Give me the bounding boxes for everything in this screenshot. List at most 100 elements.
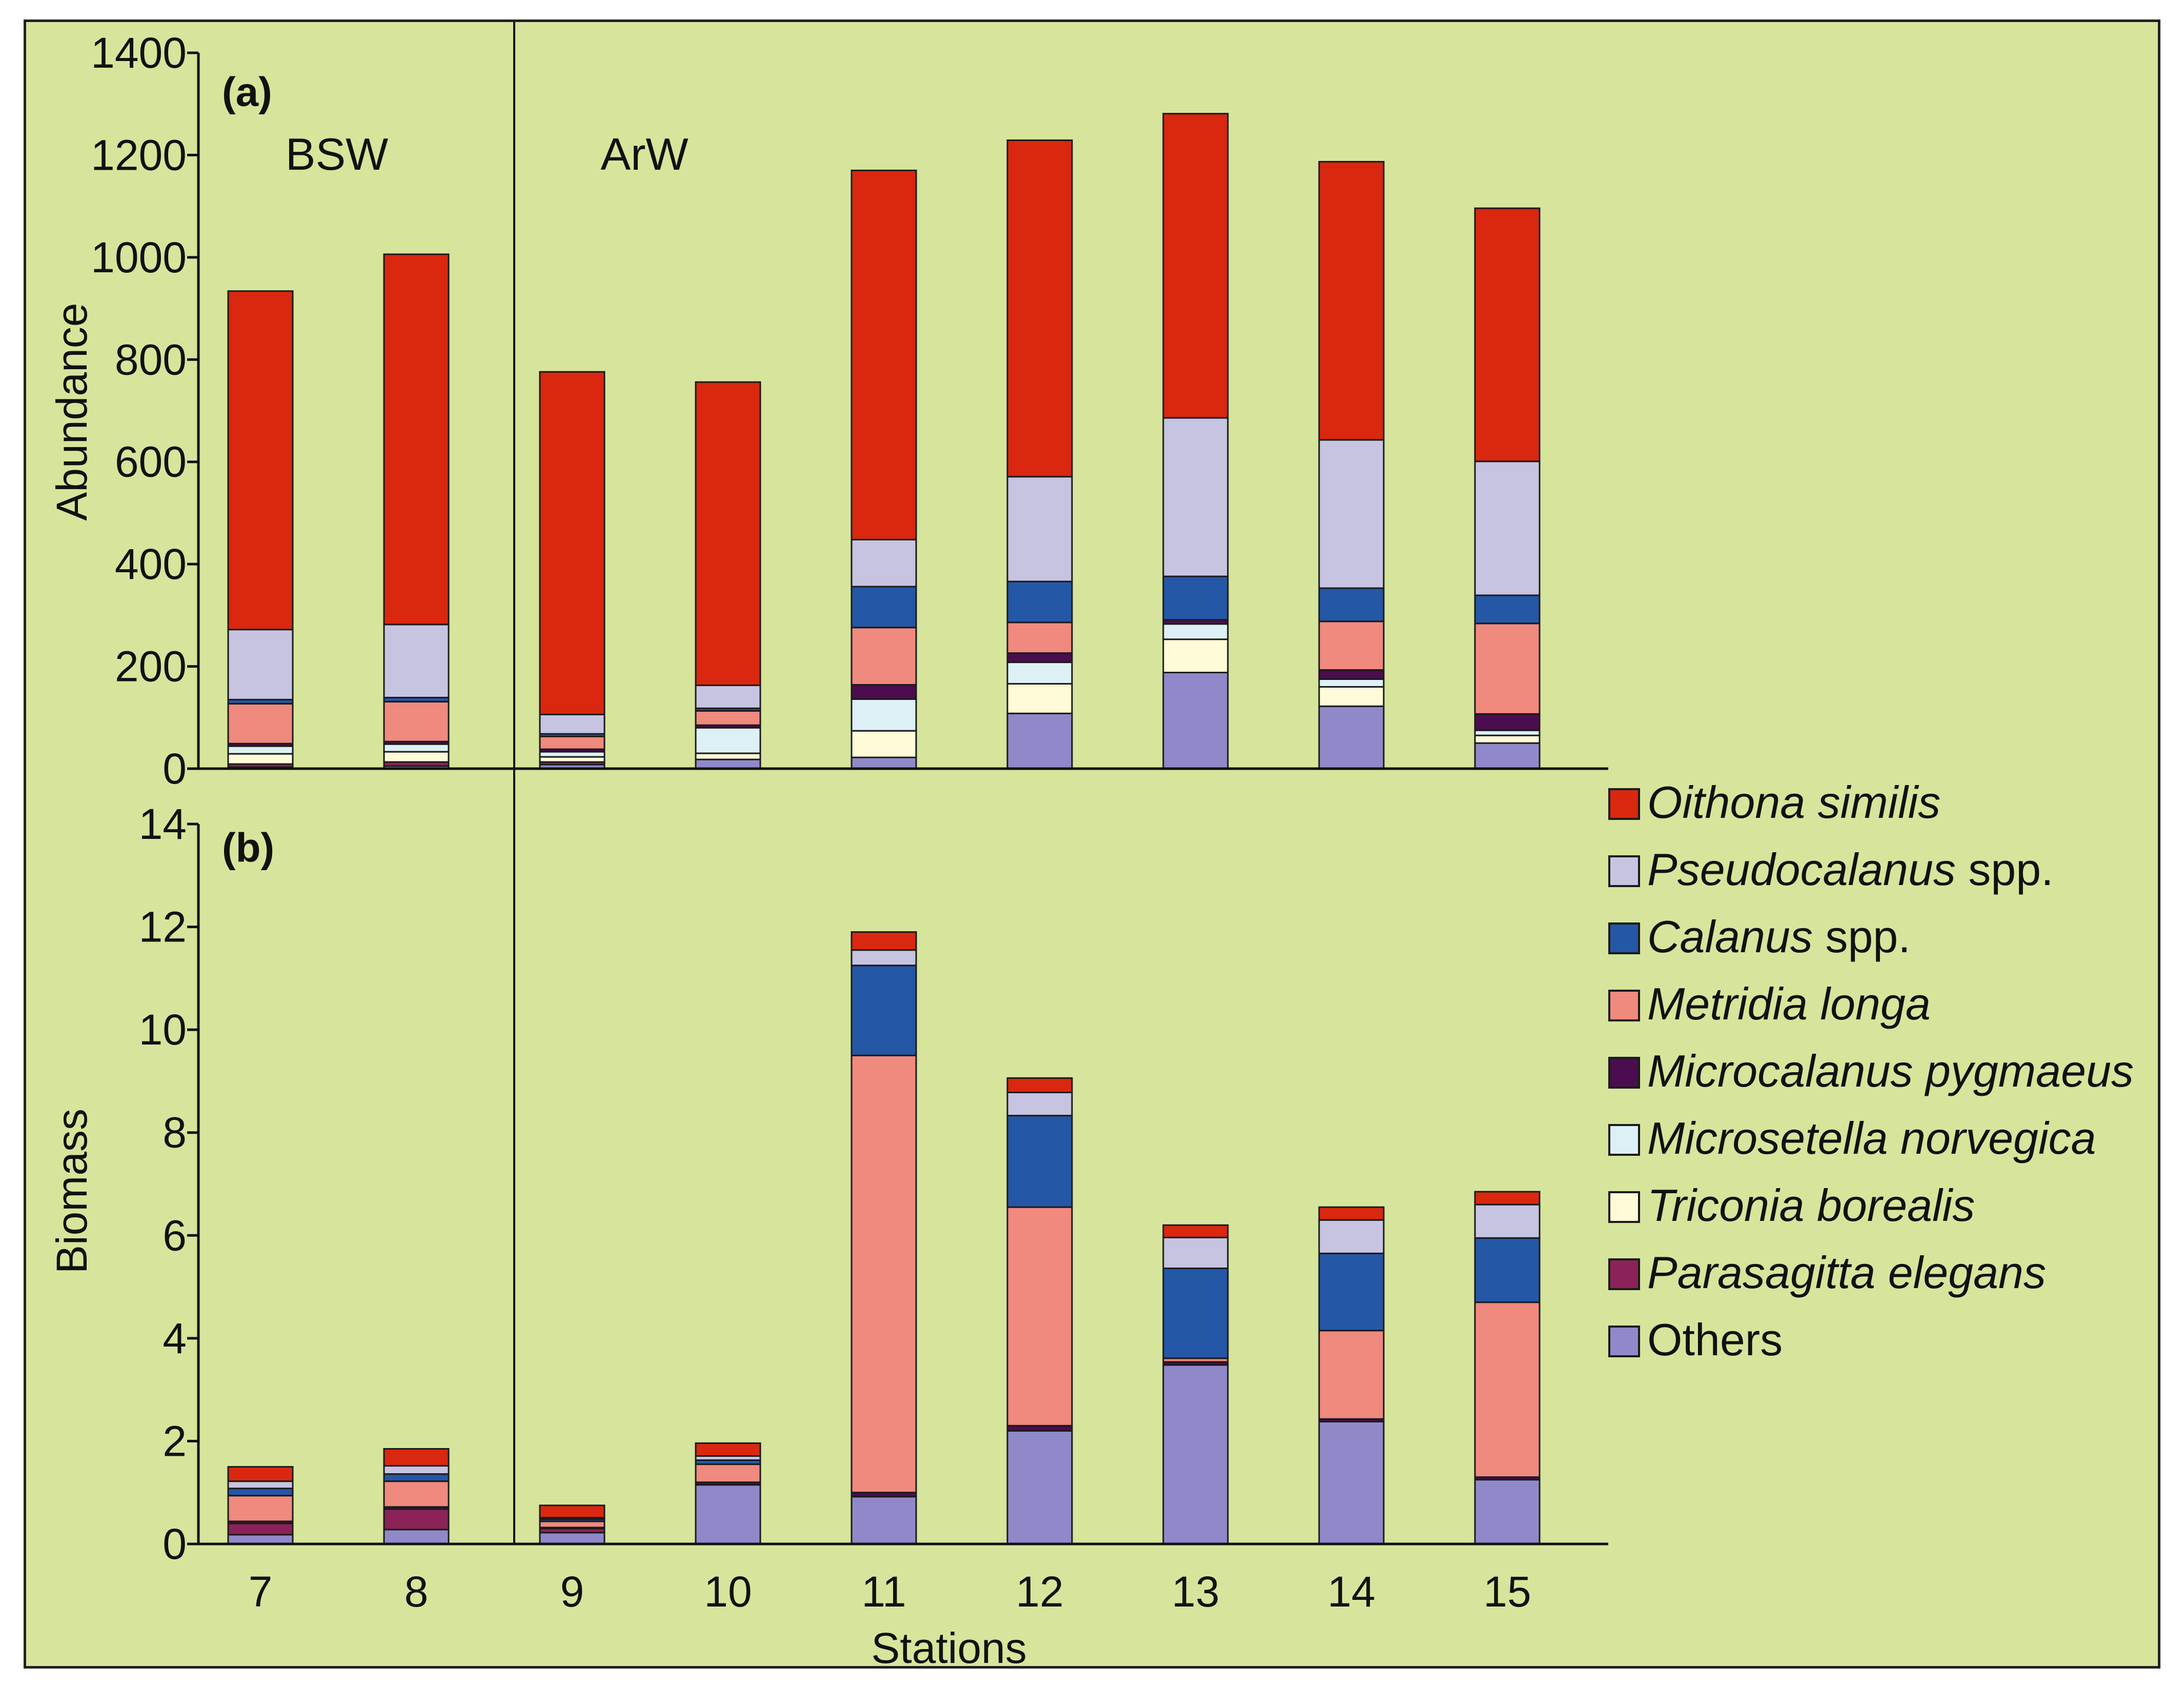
bar-segment-calanus-spp-station-8 xyxy=(383,1473,450,1482)
y-tick-label: 1200 xyxy=(91,131,187,179)
legend-swatch-calanus xyxy=(1608,922,1640,954)
legend-label-triconia-borealis: Triconia borealis xyxy=(1647,1180,1975,1231)
bar-segment-calanus-spp-station-7 xyxy=(227,1488,294,1497)
legend-swatch-triconia-borealis xyxy=(1608,1191,1640,1223)
bar-segment-others-station-13 xyxy=(1162,1364,1229,1545)
bar-segment-microcalanus-pygmaeus-station-15 xyxy=(1474,713,1541,731)
bar-segment-others-station-13 xyxy=(1162,672,1229,770)
bar-segment-triconia-borealis-station-8 xyxy=(383,751,450,763)
panel-label: (a) xyxy=(222,69,272,115)
legend-swatch-metridia-longa xyxy=(1608,990,1640,1021)
bar-segment-triconia-borealis-station-12 xyxy=(1006,683,1073,714)
bar-segment-pseudocalanus-spp-station-14 xyxy=(1318,1219,1385,1254)
y-tick-label: 0 xyxy=(163,745,187,793)
bar-segment-others-station-10 xyxy=(695,758,761,770)
y-tick-label: 14 xyxy=(139,800,187,848)
y-tick-label: 2 xyxy=(163,1417,187,1465)
bar-segment-others-station-12 xyxy=(1006,1430,1073,1545)
bar-segment-others-station-14 xyxy=(1318,1420,1385,1545)
bar-segment-pseudocalanus-spp-station-10 xyxy=(695,684,761,709)
bar-segment-calanus-spp-station-11 xyxy=(851,965,917,1056)
bar-segment-oithona-similis-station-7 xyxy=(227,290,294,631)
y-tick-label: 0 xyxy=(163,1520,187,1568)
bar-segment-others-station-8 xyxy=(383,1529,450,1545)
bar-segment-oithona-similis-station-9 xyxy=(539,371,605,715)
bar-segment-oithona-similis-station-13 xyxy=(1162,113,1229,419)
y-tick-label: 4 xyxy=(163,1314,187,1362)
bar-segment-pseudocalanus-spp-station-15 xyxy=(1474,1203,1541,1239)
legend: Oithona similis Pseudocalanus spp. Calanus… xyxy=(1608,777,2134,1365)
legend-swatch-microcalanus-pygmaeus xyxy=(1608,1057,1640,1089)
bar-segment-parasagitta-elegans-station-8 xyxy=(383,1508,450,1531)
bar-segment-triconia-borealis-station-15 xyxy=(1474,734,1541,744)
y-tick-label: 1400 xyxy=(91,29,187,77)
bar-segment-calanus-spp-station-15 xyxy=(1474,1237,1541,1303)
bar-segment-oithona-similis-station-10 xyxy=(695,1442,761,1457)
bar-segment-others-station-11 xyxy=(851,1496,917,1545)
x-tick-label: 14 xyxy=(1327,1568,1375,1616)
y-tick-label: 10 xyxy=(139,1006,187,1054)
x-tick-label: 13 xyxy=(1171,1568,1219,1616)
bar-segment-calanus-spp-station-12 xyxy=(1006,1115,1073,1208)
bar-segment-others-station-15 xyxy=(1474,742,1541,770)
x-tick-label: 11 xyxy=(861,1568,906,1616)
bar-segment-microsetella-norvegica-station-12 xyxy=(1006,661,1073,685)
bar-segment-oithona-similis-station-8 xyxy=(383,253,450,626)
bar-segment-metridia-longa-station-12 xyxy=(1006,621,1073,654)
bar-segment-oithona-similis-station-11 xyxy=(851,169,917,540)
bar-segment-microcalanus-pygmaeus-station-11 xyxy=(851,684,917,700)
bar-segment-metridia-longa-station-15 xyxy=(1474,623,1541,715)
bar-segment-metridia-longa-station-7 xyxy=(227,1495,294,1522)
legend-swatch-pseudocalanus xyxy=(1608,855,1640,887)
bar-segment-pseudocalanus-spp-station-14 xyxy=(1318,439,1385,589)
bar-segment-microsetella-norvegica-station-8 xyxy=(383,743,450,753)
legend-label-parasagitta-elegans: Parasagitta elegans xyxy=(1647,1247,2046,1298)
x-tick-label: 9 xyxy=(560,1568,584,1616)
bar-segment-oithona-similis-station-12 xyxy=(1006,139,1073,478)
bar-segment-calanus-spp-station-15 xyxy=(1474,594,1541,625)
bar-segment-calanus-spp-station-14 xyxy=(1318,1252,1385,1332)
bar-segment-calanus-spp-station-12 xyxy=(1006,580,1073,624)
bar-segment-metridia-longa-station-8 xyxy=(383,700,450,742)
bar-segment-calanus-spp-station-13 xyxy=(1162,575,1229,621)
legend-swatch-others xyxy=(1608,1326,1640,1357)
bar-segment-metridia-longa-station-10 xyxy=(695,710,761,726)
bar-segment-oithona-similis-station-15 xyxy=(1474,207,1541,463)
bar-segment-triconia-borealis-station-11 xyxy=(851,730,917,758)
bar-segment-metridia-longa-station-9 xyxy=(539,1520,605,1529)
legend-swatch-microsetella-norvegica xyxy=(1608,1124,1640,1156)
y-tick-label: 12 xyxy=(139,903,187,951)
bar-segment-microcalanus-pygmaeus-station-12 xyxy=(1006,652,1073,664)
bar-segment-pseudocalanus-spp-station-8 xyxy=(383,1465,450,1475)
region-label-arw: ArW xyxy=(600,129,688,179)
bar-segment-metridia-longa-station-7 xyxy=(227,702,294,745)
y-tick-label: 8 xyxy=(163,1109,187,1157)
bar-segment-metridia-longa-station-10 xyxy=(695,1463,761,1483)
bar-segment-oithona-similis-station-14 xyxy=(1318,160,1385,441)
bar-segment-oithona-similis-station-15 xyxy=(1474,1191,1541,1206)
bar-segment-others-station-14 xyxy=(1318,705,1385,770)
bar-segment-metridia-longa-station-11 xyxy=(851,1054,917,1494)
legend-label-calanus: Calanus spp. xyxy=(1647,911,1911,962)
x-tick-label: 8 xyxy=(405,1568,429,1616)
y-axis-title: Abundance xyxy=(48,303,96,520)
bar-segment-microcalanus-pygmaeus-station-12 xyxy=(1006,1424,1073,1432)
panel-label: (b) xyxy=(222,825,274,871)
bar-segment-calanus-spp-station-13 xyxy=(1162,1267,1229,1359)
bar-segment-pseudocalanus-spp-station-9 xyxy=(539,713,605,735)
bar-segment-oithona-similis-station-7 xyxy=(227,1466,294,1482)
abundance-panel: 0 200 400 600 800 1000 1200 1400 (a) Abundance BSW… xyxy=(48,22,1608,793)
bar-segment-calanus-spp-station-11 xyxy=(851,586,917,629)
bar-segment-pseudocalanus-spp-station-7 xyxy=(227,1480,294,1490)
bar-segment-pseudocalanus-spp-station-7 xyxy=(227,629,294,700)
bar-segment-metridia-longa-station-11 xyxy=(851,627,917,686)
stacked-bar-chart: 0 200 400 600 800 1000 1200 1400 (a) Abundance BSW… xyxy=(48,22,2134,1671)
bar-segment-oithona-similis-station-8 xyxy=(383,1448,450,1467)
bar-segment-pseudocalanus-spp-station-11 xyxy=(851,538,917,588)
x-tick-label: 10 xyxy=(704,1568,752,1616)
x-tick-label: 15 xyxy=(1483,1568,1531,1616)
bar-segment-microsetella-norvegica-station-14 xyxy=(1318,678,1385,688)
bar-segment-pseudocalanus-spp-station-15 xyxy=(1474,460,1541,596)
bar-segment-pseudocalanus-spp-station-12 xyxy=(1006,1091,1073,1117)
bar-segment-oithona-similis-station-11 xyxy=(851,931,917,951)
